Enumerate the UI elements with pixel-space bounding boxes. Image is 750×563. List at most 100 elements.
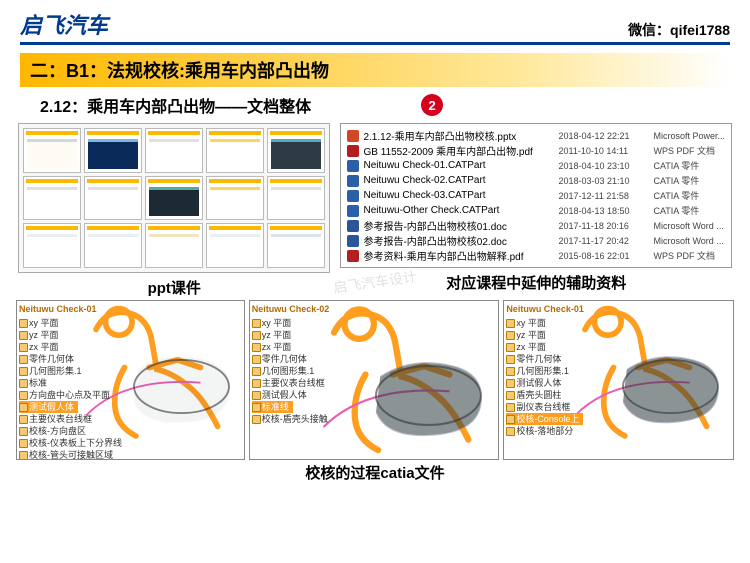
tree-node[interactable]: 测试假人体 [506, 377, 584, 389]
file-date: 2018-03-03 21:10 [558, 176, 653, 186]
catia-tree: Neituwu Check-01xy 平面yz 平面zx 平面零件几何体几何图形… [19, 303, 122, 460]
tree-node[interactable]: 盾壳头圆柱 [506, 389, 584, 401]
tree-node[interactable]: 方向盘中心点及平面 [19, 389, 122, 401]
file-date: 2018-04-10 23:10 [558, 161, 653, 171]
tree-node-selected[interactable]: 校核-Console上 [506, 413, 583, 425]
ppt-slide-thumb [23, 223, 81, 268]
file-date: 2015-08-16 22:01 [558, 251, 653, 261]
file-app: CATIA 零件 [653, 189, 699, 202]
wechat-label: 微信：qifei1788 [628, 20, 730, 40]
file-type-icon [347, 190, 359, 202]
header-divider [20, 42, 730, 45]
ppt-slide-thumb [84, 223, 142, 268]
tree-node[interactable]: 标准 [19, 377, 122, 389]
tree-node[interactable]: 主要仪表台线框 [252, 377, 330, 389]
file-row[interactable]: 参考报告-内部凸出物校核02.doc2017-11-17 20:42Micros… [347, 233, 725, 248]
tree-node[interactable]: xy 平面 [19, 317, 122, 329]
file-app: Microsoft Word ... [653, 236, 723, 246]
file-type-icon [347, 160, 359, 172]
catia-tree: Neituwu Check-02xy 平面yz 平面zx 平面零件几何体几何图形… [252, 303, 330, 425]
file-app: CATIA 零件 [653, 159, 699, 172]
file-explorer-list: 2.1.12-乘用车内部凸出物校核.pptx2018-04-12 22:21Mi… [340, 123, 732, 268]
file-row[interactable]: 参考资料-乘用车内部凸出物解释.pdf2015-08-16 22:01WPS P… [347, 248, 725, 263]
tree-node[interactable]: 副仪表台线框 [506, 401, 584, 413]
file-name: 参考报告-内部凸出物校核01.doc [363, 218, 558, 233]
catia-panel: Neituwu Check-02xy 平面yz 平面zx 平面零件几何体几何图形… [249, 300, 500, 460]
tree-node[interactable]: 测试假人体 [252, 389, 330, 401]
file-name: Neituwu Check-01.CATPart [363, 160, 558, 171]
tree-node[interactable]: zx 平面 [506, 341, 584, 353]
tree-node[interactable]: yz 平面 [252, 329, 330, 341]
file-app: Microsoft Power... [653, 131, 725, 141]
tree-node[interactable]: zx 平面 [252, 341, 330, 353]
tree-node[interactable]: 几何图形集.1 [19, 365, 122, 377]
tree-node[interactable]: zx 平面 [19, 341, 122, 353]
ppt-slide-thumb [23, 176, 81, 221]
catia-caption: 校核的过程catia文件 [0, 462, 750, 483]
file-type-icon [347, 175, 359, 187]
file-app: Microsoft Word ... [653, 221, 723, 231]
file-name: GB 11552-2009 乘用车内部凸出物.pdf [363, 143, 558, 158]
tree-node-selected[interactable]: 标准线 [252, 401, 293, 413]
tree-node[interactable]: yz 平面 [19, 329, 122, 341]
file-name: 参考资料-乘用车内部凸出物解释.pdf [363, 248, 558, 263]
catia-screenshots-row: Neituwu Check-01xy 平面yz 平面zx 平面零件几何体几何图形… [0, 298, 750, 460]
file-date: 2017-12-11 21:58 [558, 191, 653, 201]
tree-node[interactable]: yz 平面 [506, 329, 584, 341]
ppt-slide-thumb [267, 223, 325, 268]
tree-node[interactable]: 校核-管头可接触区域 [19, 449, 122, 460]
tree-node[interactable]: 主要仪表台线框 [19, 413, 122, 425]
tree-node[interactable]: 校核-仪表板上下分界线 [19, 437, 122, 449]
file-date: 2018-04-12 22:21 [558, 131, 653, 141]
tree-node[interactable]: 几何图形集.1 [506, 365, 584, 377]
tree-node[interactable]: 校核-方向盘区 [19, 425, 122, 437]
file-type-icon [347, 250, 359, 262]
step-badge: 2 [421, 94, 443, 116]
tree-node[interactable]: xy 平面 [506, 317, 584, 329]
file-type-icon [347, 130, 359, 142]
ppt-slide-thumb [206, 176, 264, 221]
tree-node[interactable]: 零件几何体 [19, 353, 122, 365]
file-row[interactable]: Neituwu-Other Check.CATPart2018-04-13 18… [347, 203, 725, 218]
tree-node[interactable]: 校核-盾壳头接触 [252, 413, 330, 425]
ppt-slide-thumb [23, 128, 81, 173]
ppt-slide-thumb [84, 176, 142, 221]
ppt-slide-thumb [145, 223, 203, 268]
file-type-icon [347, 220, 359, 232]
file-name: 2.1.12-乘用车内部凸出物校核.pptx [363, 128, 558, 143]
file-type-icon [347, 145, 359, 157]
ppt-slide-thumb [267, 128, 325, 173]
file-row[interactable]: 2.1.12-乘用车内部凸出物校核.pptx2018-04-12 22:21Mi… [347, 128, 725, 143]
subsection-title: 2.12：乘用车内部凸出物——文档整体 [40, 93, 311, 117]
tree-node[interactable]: xy 平面 [252, 317, 330, 329]
file-app: WPS PDF 文档 [653, 249, 715, 262]
file-row[interactable]: 参考报告-内部凸出物校核01.doc2017-11-18 20:16Micros… [347, 218, 725, 233]
tree-node[interactable]: 校核-落地部分 [506, 425, 584, 437]
file-app: CATIA 零件 [653, 204, 699, 217]
tree-node-selected[interactable]: 测试假人体 [19, 401, 78, 413]
files-caption: 对应课程中延伸的辅助资料 [340, 272, 732, 293]
file-row[interactable]: Neituwu Check-01.CATPart2018-04-10 23:10… [347, 158, 725, 173]
catia-panel: Neituwu Check-01xy 平面yz 平面zx 平面零件几何体几何图形… [16, 300, 245, 460]
ppt-slide-thumb [84, 128, 142, 173]
file-row[interactable]: Neituwu Check-03.CATPart2017-12-11 21:58… [347, 188, 725, 203]
ppt-slide-thumb [145, 128, 203, 173]
file-app: WPS PDF 文档 [653, 144, 715, 157]
ppt-slide-thumb [206, 128, 264, 173]
file-row[interactable]: GB 11552-2009 乘用车内部凸出物.pdf2011-10-10 14:… [347, 143, 725, 158]
file-name: 参考报告-内部凸出物校核02.doc [363, 233, 558, 248]
ppt-caption: ppt课件 [18, 277, 330, 298]
file-date: 2018-04-13 18:50 [558, 206, 653, 216]
file-row[interactable]: Neituwu Check-02.CATPart2018-03-03 21:10… [347, 173, 725, 188]
ppt-slide-thumb [267, 176, 325, 221]
file-name: Neituwu Check-02.CATPart [363, 175, 558, 186]
file-name: Neituwu-Other Check.CATPart [363, 205, 558, 216]
tree-node[interactable]: 零件几何体 [506, 353, 584, 365]
file-date: 2017-11-18 20:16 [558, 221, 653, 231]
file-name: Neituwu Check-03.CATPart [363, 190, 558, 201]
tree-node[interactable]: 几何图形集.1 [252, 365, 330, 377]
file-date: 2011-10-10 14:11 [558, 146, 653, 156]
tree-node[interactable]: 零件几何体 [252, 353, 330, 365]
section-title-bar: 二：B1：法规校核:乘用车内部凸出物 [20, 53, 730, 87]
file-type-icon [347, 205, 359, 217]
